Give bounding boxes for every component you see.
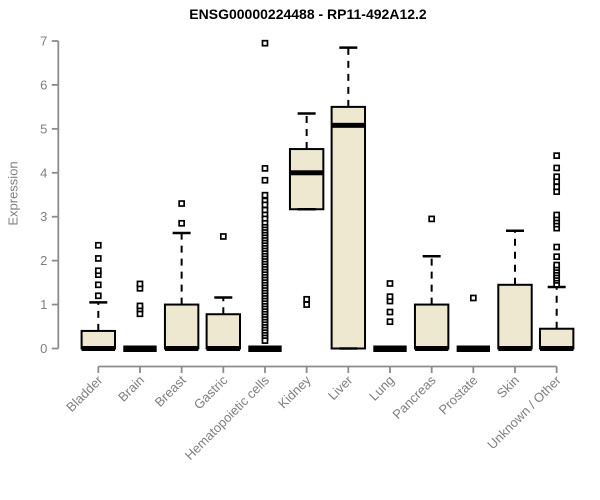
median-line-Liver [331,122,366,128]
outlier-point [136,280,144,288]
outlier-point [553,173,561,181]
box-Skin [497,283,533,350]
x-tick-label: Liver [325,372,356,403]
outlier-point [178,200,185,207]
outlier-point [94,292,102,300]
x-tick-label: Bladder [63,372,106,415]
collapsed-box-Prostate [456,345,491,352]
y-tick-label: 3 [40,209,47,224]
x-tick-label: Prostate [436,373,481,418]
outlier-point [469,294,477,302]
collapsed-box-Hematopoietic cells [248,345,282,352]
box-Gastric [205,313,242,350]
median-line-Gastric [206,346,241,351]
x-tick-label: Breast [152,372,189,409]
outlier-point [261,201,269,209]
outlier-point [553,261,561,269]
box-Pancreas [413,303,450,350]
outlier-point [553,211,561,219]
x-tick-label: Lung [366,373,397,404]
median-line-Bladder [81,346,115,351]
outlier-point [94,241,102,249]
collapsed-box-Lung [373,345,407,352]
outlier-point [553,152,561,159]
outlier-point [261,165,269,172]
outlier-point [261,176,269,184]
collapsed-box-Brain [123,345,157,352]
outlier-point [386,308,394,316]
outlier-point [386,318,394,326]
y-tick-label: 4 [40,165,47,180]
y-tick-label: 7 [40,33,47,48]
x-tick-label: Brain [115,373,147,405]
outlier-point [219,233,227,240]
box-Bladder [80,329,116,350]
outlier-point [261,39,269,47]
median-line-Kidney [289,170,324,176]
outlier-point [428,215,436,223]
box-Liver [330,105,367,350]
x-tick-label: Skin [494,373,522,401]
y-tick-label: 2 [40,253,47,268]
y-tick-label: 0 [40,341,47,356]
median-line-Breast [164,346,199,351]
outlier-point [94,267,102,275]
y-tick-label: 1 [40,297,47,312]
outlier-point [178,219,185,227]
x-tick-label: Pancreas [389,372,439,422]
median-line-Unknown / Other [539,346,574,351]
x-tick-label: Kidney [275,372,314,411]
outlier-point [386,280,394,287]
y-tick-label: 6 [40,77,47,92]
chart-title: ENSG00000224488 - RP11-492A12.2 [189,6,427,22]
outlier-point [386,293,394,301]
outlier-point [303,301,310,308]
x-tick-label: Gastric [191,372,231,412]
outlier-point [261,191,269,199]
box-Kidney [288,148,325,211]
outlier-point [94,281,102,289]
outlier-point [553,243,561,251]
outlier-point [303,295,310,303]
box-Breast [163,303,200,350]
median-line-Skin [498,346,532,351]
outlier-point [553,164,561,172]
y-tick-label: 5 [40,121,47,136]
median-line-Pancreas [414,346,449,351]
box-Unknown / Other [538,327,575,350]
x-tick-label: Unknown / Other [484,372,564,452]
outlier-point [553,183,561,191]
outlier-point [553,253,561,261]
outlier-point [261,337,269,344]
outlier-point [136,302,144,310]
outlier-point [94,255,102,262]
